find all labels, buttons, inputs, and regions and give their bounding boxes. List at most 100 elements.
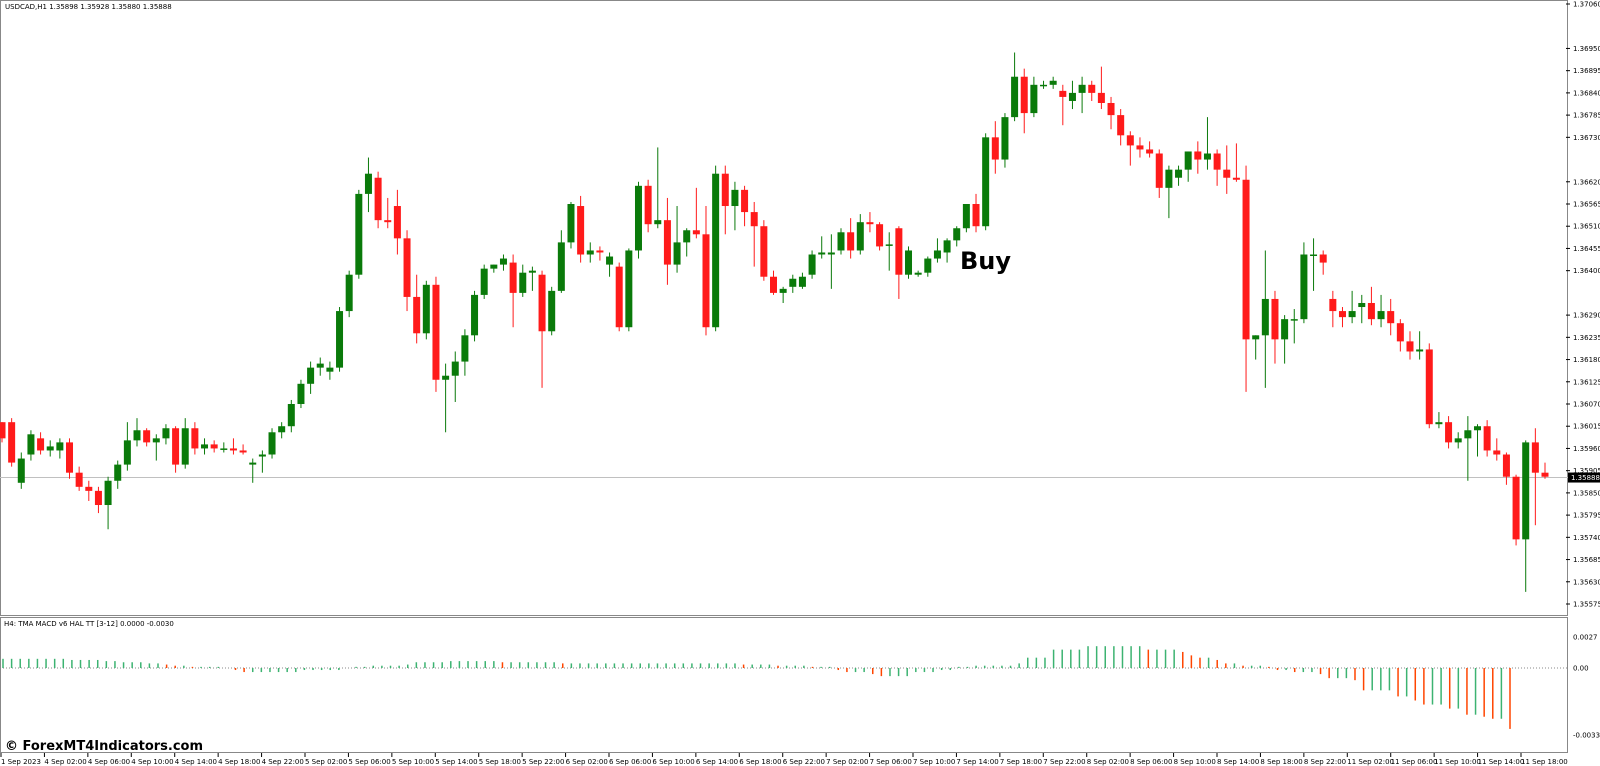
price-y-tick-label: 1.36070 [1573, 401, 1600, 409]
candle-bull [114, 464, 122, 481]
price-y-tick-label: 1.36125 [1573, 378, 1600, 386]
candle-bear [1097, 92, 1105, 103]
candle-bull [654, 220, 662, 225]
x-tick-label: 8 Sep 18:00 [1260, 758, 1302, 766]
candle-bull [1416, 349, 1424, 352]
price-y-tick-label: 1.36730 [1573, 134, 1600, 142]
candle-bear [596, 250, 604, 253]
candle-bull [461, 335, 469, 362]
candle-bear [1155, 153, 1163, 188]
candle-bull [1030, 84, 1038, 114]
candle-bull [798, 276, 806, 287]
candle-bull [1435, 422, 1443, 425]
price-y-tick-label: 1.35960 [1573, 445, 1600, 453]
price-y-tick-label: 1.35740 [1573, 534, 1600, 542]
candle-bull [905, 250, 913, 275]
candle-bear [663, 220, 671, 265]
candle-bear [1213, 153, 1221, 170]
indicator-y-tick-label: 0.0027 [1573, 634, 1598, 642]
x-tick-label: 4 Sep 14:00 [175, 758, 217, 766]
candle-bear [972, 204, 980, 227]
x-tick-label: 6 Sep 18:00 [739, 758, 781, 766]
candle-bull [490, 264, 498, 269]
candle-bull [1252, 335, 1260, 340]
price-y-tick-label: 1.36840 [1573, 89, 1600, 97]
candle-bear [1319, 254, 1327, 263]
candle-bull [808, 254, 816, 275]
candle-bull [1184, 151, 1192, 170]
price-y-tick-label: 1.36015 [1573, 423, 1600, 431]
candle-bear [866, 222, 874, 225]
candle-bull [1049, 80, 1057, 85]
price-y-tick-label: 1.35630 [1573, 578, 1600, 586]
candle-bear [1483, 426, 1491, 451]
watermark: © ForexMT4Indicators.com [5, 739, 203, 754]
candle-bull [557, 242, 565, 291]
x-tick-label: 7 Sep 22:00 [1043, 758, 1085, 766]
candle-bull [1281, 319, 1289, 340]
x-tick-label: 6 Sep 14:00 [696, 758, 738, 766]
x-tick-label: 7 Sep 18:00 [1000, 758, 1042, 766]
candle-bull [548, 290, 556, 332]
current-price-label: 1.35888 [1571, 474, 1600, 482]
candle-bull [442, 375, 450, 380]
candle-bull [1348, 311, 1356, 318]
candle-bear [0, 422, 6, 439]
candle-bear [432, 284, 440, 380]
candle-bear [1425, 349, 1433, 425]
x-tick-label: 7 Sep 06:00 [870, 758, 912, 766]
candle-bear [1242, 179, 1250, 340]
candle-bull [1011, 76, 1019, 118]
candle-bull [123, 440, 131, 465]
candle-bull [249, 462, 257, 465]
candle-bull [712, 173, 720, 328]
x-tick-label: 7 Sep 10:00 [913, 758, 955, 766]
candle-bear [1271, 298, 1279, 340]
x-tick-label: 11 Sep 18:00 [1521, 758, 1568, 766]
candle-bull [278, 426, 286, 433]
candle-bull [471, 294, 479, 336]
x-tick-label: 8 Sep 02:00 [1087, 758, 1129, 766]
x-tick-label: 8 Sep 22:00 [1304, 758, 1346, 766]
candle-bear [1406, 341, 1414, 352]
x-tick-label: 5 Sep 02:00 [305, 758, 347, 766]
candle-bull [1001, 117, 1009, 160]
candle-bull [953, 228, 961, 241]
candle-bull [220, 448, 228, 450]
indicator-header: H4: TMA MACD v6 HAL TT [3-12] 0.0000 -0.… [4, 620, 174, 628]
candle-bear [85, 486, 93, 491]
candle-bull [1464, 430, 1472, 439]
candle-bull [933, 250, 941, 259]
candle-bear [847, 232, 855, 251]
candle-bear [1387, 311, 1395, 324]
candle-bull [1040, 84, 1048, 87]
candle-bear [210, 444, 218, 449]
indicator-pane-frame [0, 617, 1568, 753]
candle-bull [528, 270, 536, 273]
price-y-tick-label: 1.36950 [1573, 45, 1600, 53]
candle-bull [1522, 442, 1530, 540]
candle-bear [750, 212, 758, 227]
candle-bear [1338, 311, 1346, 318]
candle-bull [345, 274, 353, 312]
price-y-tick-label: 1.35685 [1573, 556, 1600, 564]
candle-bear [615, 266, 623, 328]
candle-bull [17, 458, 25, 483]
candle-bear [1445, 422, 1453, 443]
symbol-header: USDCAD,H1 1.35898 1.35928 1.35880 1.3588… [5, 3, 172, 11]
candle-bear [770, 276, 777, 293]
candle-bear [384, 220, 392, 223]
candle-bear [741, 189, 749, 213]
candle-bear [1232, 177, 1240, 180]
candle-bull [1078, 84, 1086, 93]
buy-annotation: Buy [960, 247, 1011, 275]
candle-bull [634, 185, 642, 251]
price-y-tick-label: 1.35795 [1573, 512, 1600, 520]
candle-bull [818, 252, 826, 255]
candle-bull [499, 258, 507, 265]
candle-bull [519, 272, 527, 293]
candle-bull [673, 242, 681, 265]
x-tick-label: 8 Sep 06:00 [1130, 758, 1172, 766]
x-tick-label: 5 Sep 22:00 [522, 758, 564, 766]
